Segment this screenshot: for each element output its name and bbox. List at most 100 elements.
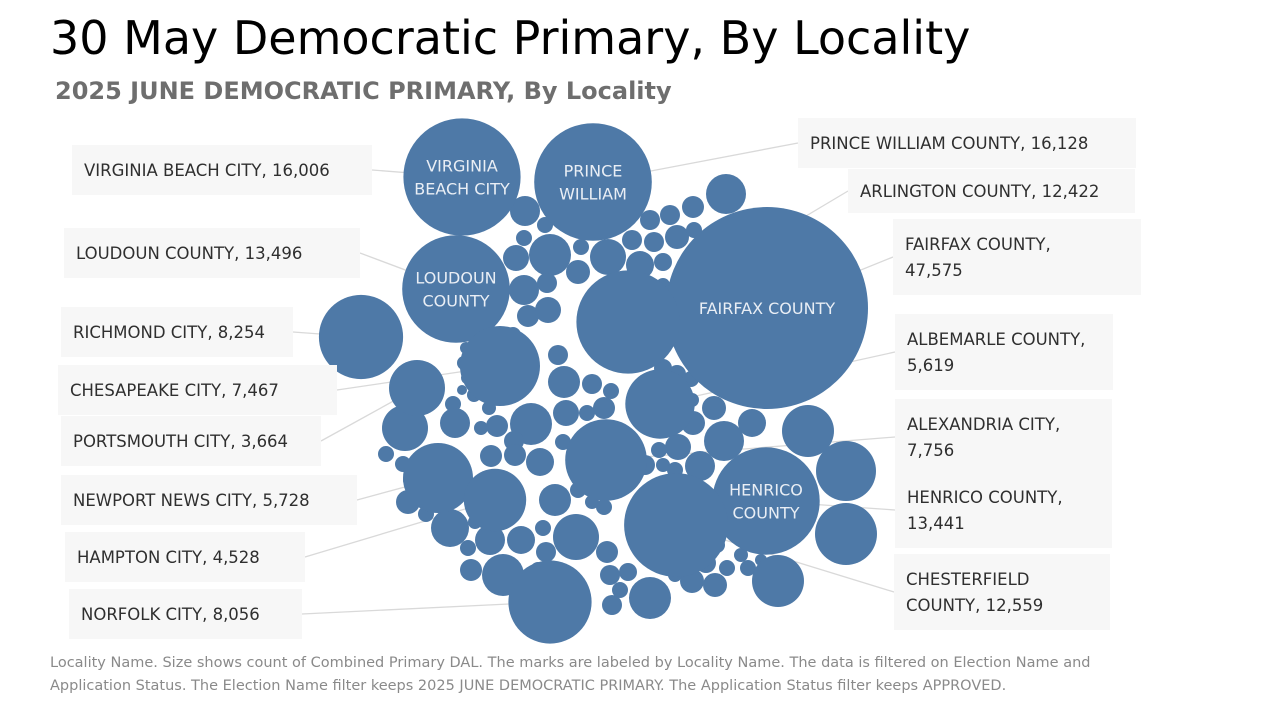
callout-fairfax-county: FAIRFAX COUNTY, 47,575	[893, 219, 1141, 295]
bubble-other-locality-48	[382, 405, 428, 451]
callout-text-richmond-city: RICHMOND CITY, 8,254	[73, 323, 265, 342]
bubble-alexandria-city	[565, 419, 647, 501]
callout-norfolk-city: NORFOLK CITY, 8,056	[69, 589, 302, 639]
bubble-other-locality-16	[644, 232, 664, 252]
bubble-other-locality-81	[734, 548, 748, 562]
callout-box-loudoun-county	[64, 228, 360, 278]
bubble-other-locality-21	[517, 305, 539, 327]
bubble-other-locality-19	[509, 275, 539, 305]
callout-text-portsmouth-city: PORTSMOUTH CITY, 3,664	[73, 432, 288, 451]
callout-text-prince-william-county: PRINCE WILLIAM COUNTY, 16,128	[810, 134, 1088, 153]
bubble-henrico-county	[712, 447, 820, 555]
callout-box-hampton-city	[65, 532, 305, 582]
callout-text-newport-news-city: NEWPORT NEWS CITY, 5,728	[73, 491, 310, 510]
callout-portsmouth-city: PORTSMOUTH CITY, 3,664	[61, 416, 321, 466]
bubble-other-locality-69	[596, 541, 618, 563]
bubble-other-locality-44	[504, 444, 526, 466]
bubble-label-henrico-county: COUNTY	[733, 504, 800, 523]
bubble-other-locality-57	[507, 526, 535, 554]
bubble-other-locality-95	[651, 442, 667, 458]
callout-box-chesapeake-city	[58, 365, 337, 415]
bubble-other-locality-14	[665, 225, 689, 249]
bubble-virginia-beach-city	[403, 118, 521, 236]
slide-title: 30 May Democratic Primary, By Locality	[50, 11, 971, 65]
callout-box-chesterfield-county	[894, 554, 1110, 630]
bubble-other-locality-76	[703, 573, 727, 597]
bubble-other-locality-43	[480, 445, 502, 467]
callout-hampton-city: HAMPTON CITY, 4,528	[65, 532, 305, 582]
callout-alexandria-city: ALEXANDRIA CITY, 7,756	[895, 399, 1112, 475]
chart-subtitle: 2025 JUNE DEMOCRATIC PRIMARY, By Localit…	[55, 77, 672, 105]
bubble-other-locality-72	[612, 582, 628, 598]
callout-text-chesapeake-city: CHESAPEAKE CITY, 7,467	[70, 381, 279, 400]
bubble-other-locality-63	[460, 559, 482, 581]
bubble-other-locality-30	[579, 405, 595, 421]
bubble-other-locality-59	[539, 484, 571, 516]
bubble-other-locality-86	[782, 405, 834, 457]
callout-text-norfolk-city: NORFOLK CITY, 8,056	[81, 605, 260, 624]
bubble-label-prince-william-county: WILLIAM	[559, 185, 627, 204]
bubbles: FAIRFAX COUNTY PRINCE WILLIAM VIRGINIA BEACH…	[318, 118, 877, 644]
callout-labels: FAIRFAX COUNTY, 47,575 PRINCE WILLIAM COUN…	[58, 118, 1141, 639]
bubble-other-locality-94	[665, 434, 691, 460]
bubble-other-locality-97	[656, 458, 670, 472]
bubble-other-locality-61	[536, 542, 556, 562]
callout-prince-william-county: PRINCE WILLIAM COUNTY, 16,128	[798, 118, 1136, 168]
bubble-other-locality-13	[682, 196, 704, 218]
bubble-other-locality-74	[629, 577, 671, 619]
bubble-other-locality-7	[573, 239, 589, 255]
bubble-other-locality-15	[686, 222, 702, 238]
bubble-label-loudoun-county: LOUDOUN	[415, 269, 496, 288]
bubble-arlington-county	[576, 270, 680, 374]
bubble-other-locality-9	[566, 260, 590, 284]
bubble-richmond-city	[318, 294, 404, 380]
bubble-other-locality-11	[640, 210, 660, 230]
callout-box-arlington-county	[848, 169, 1135, 213]
bubble-other-locality-12	[660, 205, 680, 225]
bubble-other-locality-40	[474, 421, 488, 435]
bubble-newport-news-city	[403, 443, 473, 513]
bubble-other-locality-22	[535, 297, 561, 323]
bubble-other-locality-46	[555, 434, 571, 450]
callout-box-fairfax-county	[893, 219, 1141, 295]
bubble-other-locality-20	[537, 273, 557, 293]
callout-text-alexandria-city: ALEXANDRIA CITY,	[907, 415, 1060, 434]
bubble-other-locality-35	[457, 385, 467, 395]
callout-text-fairfax-county: FAIRFAX COUNTY,	[905, 235, 1051, 254]
bubble-other-locality-26	[582, 374, 602, 394]
callout-newport-news-city: NEWPORT NEWS CITY, 5,728	[61, 475, 357, 525]
bubble-other-locality-45	[526, 448, 554, 476]
bubble-other-locality-5	[529, 234, 571, 276]
bubble-other-locality-6	[503, 245, 529, 271]
callout-box-alexandria-city	[895, 399, 1112, 475]
bubble-label-loudoun-county: COUNTY	[423, 292, 490, 311]
callout-box-norfolk-city	[69, 589, 302, 639]
bubble-other-locality-54	[431, 509, 469, 547]
bubble-other-locality-10	[622, 230, 642, 250]
bubble-label-virginia-beach-city: VIRGINIA	[426, 157, 498, 176]
callout-text-henrico-county: HENRICO COUNTY,	[907, 488, 1063, 507]
callout-albemarle-county: ALBEMARLE COUNTY, 5,619	[895, 314, 1113, 390]
callout-virginia-beach-city: VIRGINIA BEACH CITY, 16,006	[72, 145, 372, 195]
bubble-hampton-city	[463, 468, 527, 532]
bubble-other-locality-56	[475, 525, 505, 555]
callout-box-albemarle-county	[895, 314, 1113, 390]
callout-text-chesterfield-county: CHESTERFIELD	[906, 570, 1029, 589]
bubble-other-locality-62	[460, 540, 476, 556]
bubble-label-prince-william-county: PRINCE	[564, 162, 623, 181]
callout-box-prince-william-county	[798, 118, 1136, 168]
bubble-other-locality-3	[516, 230, 532, 246]
bubble-other-locality-23	[548, 345, 568, 365]
bubble-prince-william-county	[534, 123, 652, 241]
bubble-other-locality-49	[378, 446, 394, 462]
bubble-albemarle-county	[625, 369, 695, 439]
bubble-label-virginia-beach-city: BEACH CITY	[414, 180, 510, 199]
callout-chesterfield-county: CHESTERFIELD COUNTY, 12,559	[894, 554, 1110, 630]
callout-richmond-city: RICHMOND CITY, 8,254	[61, 307, 293, 357]
bubble-other-locality-36	[445, 396, 461, 412]
callout-text-chesterfield-county: COUNTY, 12,559	[906, 596, 1043, 615]
bubble-other-locality-85	[752, 555, 804, 607]
callout-text-alexandria-city: 7,756	[907, 441, 954, 460]
callout-box-virginia-beach-city	[72, 145, 372, 195]
